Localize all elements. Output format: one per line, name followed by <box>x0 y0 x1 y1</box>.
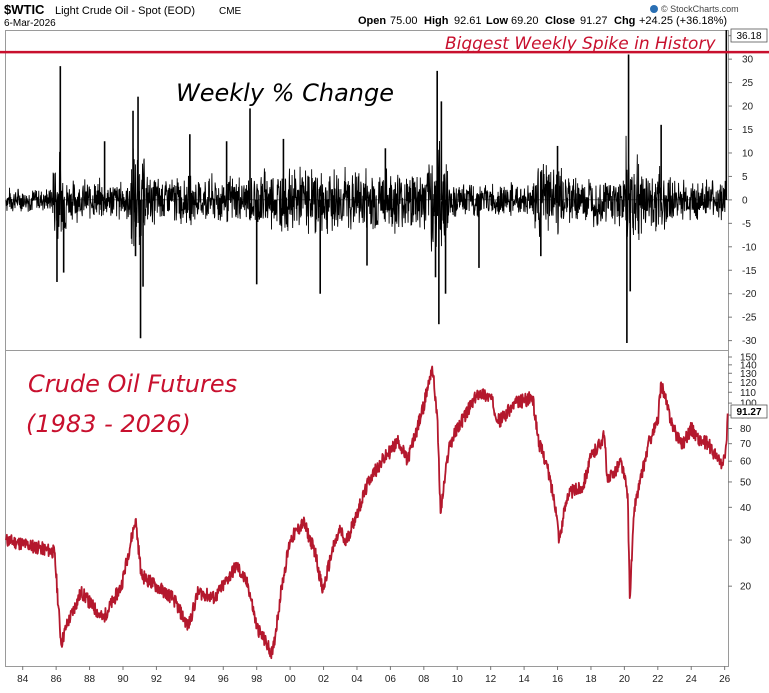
x-tick-label: 04 <box>351 674 363 685</box>
x-tick-label: 90 <box>117 674 129 685</box>
y-tick-label: 60 <box>740 457 752 468</box>
y-tick-label: -15 <box>742 266 757 277</box>
weekly-change-title: Weekly % Change <box>176 79 394 107</box>
close-label: Close <box>545 15 575 27</box>
low-label: Low <box>486 15 508 27</box>
x-tick-label: 20 <box>619 674 631 685</box>
x-tick-label: 26 <box>719 674 731 685</box>
price-last-value-box <box>730 404 768 419</box>
last-value-box <box>730 28 768 43</box>
y-tick-label: 100 <box>740 399 757 410</box>
y-tick-label: 30 <box>742 55 754 66</box>
x-tick-label: 12 <box>485 674 497 685</box>
price-subtitle: (1983 - 2026) <box>26 410 191 438</box>
y-tick-label: 30 <box>740 536 752 547</box>
y-tick-label: 80 <box>740 424 752 435</box>
x-tick-label: 24 <box>686 674 698 685</box>
y-tick-label: -25 <box>742 313 757 324</box>
price-last-value-label: 91.27 <box>736 407 761 418</box>
weekly-change-series <box>5 135 727 252</box>
stockcharts-logo-icon <box>650 5 658 13</box>
x-tick-label: 14 <box>519 674 531 685</box>
weekly-change-last-value-label: 36.18 <box>736 31 761 42</box>
high-label: High <box>424 15 449 27</box>
y-tick-label: -20 <box>742 289 757 300</box>
symbol-description: Light Crude Oil - Spot (EOD) <box>55 5 195 17</box>
open-label: Open <box>358 15 386 27</box>
annotation-label: Biggest Weekly Spike in History <box>445 34 716 54</box>
price-line <box>5 365 729 660</box>
exchange-label: CME <box>219 6 242 17</box>
x-tick-label: 98 <box>251 674 263 685</box>
y-tick-label: 130 <box>740 369 757 380</box>
x-tick-label: 08 <box>418 674 430 685</box>
x-tick-label: 96 <box>218 674 230 685</box>
x-tick-label: 16 <box>552 674 564 685</box>
date-label: 6-Mar-2026 <box>4 18 56 29</box>
brand-label: © StockCharts.com <box>661 4 739 14</box>
x-tick-label: 88 <box>84 674 96 685</box>
bottom-panel-frame <box>5 350 729 667</box>
weekly-change-panel: -30-25-20-15-10-505101520253035 Biggest … <box>0 28 769 347</box>
x-axis: 84 86 88 90 92 94 96 98 00 02 04 06 08 10 12 14 16 18 20 22… <box>17 666 731 685</box>
x-tick-label: 06 <box>385 674 397 685</box>
y-tick-label: 0 <box>742 195 748 206</box>
y-tick-label: -5 <box>742 219 751 230</box>
weekly-change-bars <box>5 30 728 343</box>
change-value: +24.25 (+36.18%) <box>639 15 727 27</box>
y-tick-label: 40 <box>740 503 752 514</box>
y-tick-label: -10 <box>742 242 757 253</box>
price-title: Crude Oil Futures <box>28 370 237 398</box>
y-tick-label: 120 <box>740 378 757 389</box>
x-tick-label: 94 <box>184 674 196 685</box>
chart-header: $WTIC Light Crude Oil - Spot (EOD) CME 6… <box>4 2 739 29</box>
y-tick-label: 20 <box>742 102 754 113</box>
close-value: 91.27 <box>580 15 608 27</box>
weekly-change-last-value: 36.18 <box>730 28 768 43</box>
symbol-label: $WTIC <box>4 2 45 17</box>
high-value: 92.61 <box>454 15 482 27</box>
y-tick-label: 25 <box>742 78 754 89</box>
open-value: 75.00 <box>390 15 418 27</box>
y-tick-label: 15 <box>742 125 754 136</box>
y-tick-label: 150 <box>740 353 757 364</box>
y-tick-label: 5 <box>742 172 748 183</box>
x-tick-label: 18 <box>585 674 597 685</box>
price-panel: 2030405060708090100110120130140150 Crude… <box>5 353 768 660</box>
y-tick-label: 10 <box>742 148 754 159</box>
y-tick-label: 110 <box>740 388 756 399</box>
price-y-axis: 2030405060708090100110120130140150 <box>728 353 757 593</box>
x-tick-label: 92 <box>151 674 163 685</box>
y-tick-label: 20 <box>740 582 752 593</box>
x-tick-label: 22 <box>652 674 664 685</box>
y-tick-label: 50 <box>740 477 752 488</box>
stockcharts-logo: © StockCharts.com <box>650 4 739 14</box>
x-tick-label: 84 <box>17 674 29 685</box>
x-tick-label: 10 <box>452 674 464 685</box>
y-tick-label: -30 <box>742 336 757 347</box>
x-tick-label: 00 <box>285 674 297 685</box>
y-tick-label: 70 <box>740 439 752 450</box>
change-label: Chg <box>614 15 635 27</box>
x-tick-label: 02 <box>318 674 330 685</box>
low-value: 69.20 <box>511 15 539 27</box>
y-tick-label: 140 <box>740 360 757 371</box>
price-last-value: 91.27 <box>730 404 768 419</box>
x-tick-label: 86 <box>51 674 63 685</box>
